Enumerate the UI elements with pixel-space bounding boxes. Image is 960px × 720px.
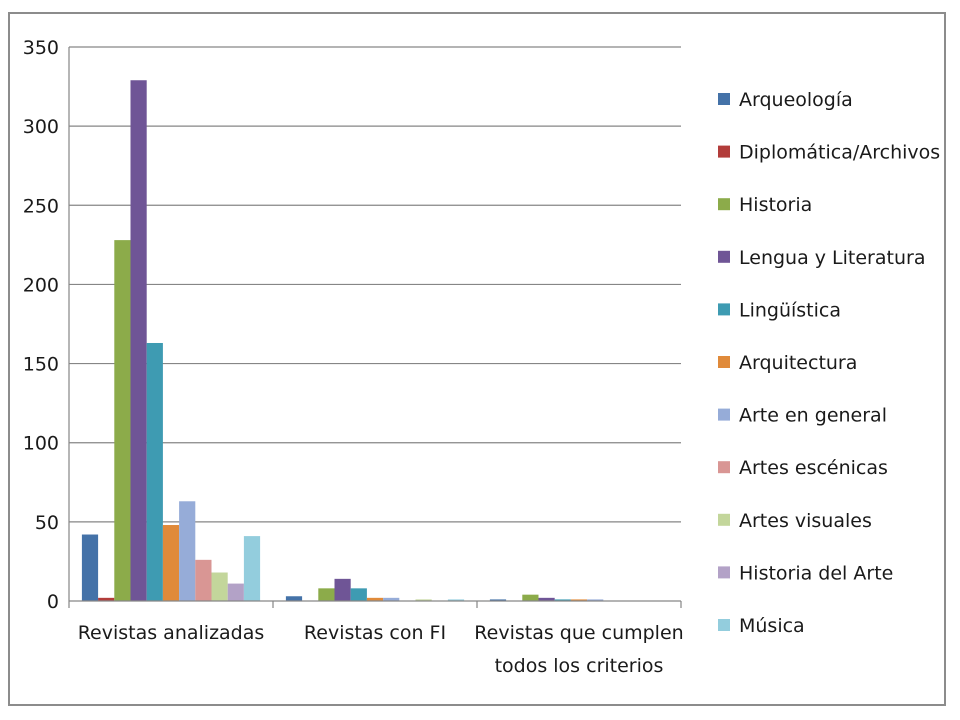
category-label: todos los criterios (495, 655, 664, 677)
legend-label: Historia (739, 194, 812, 216)
bar-5-1 (146, 342, 163, 601)
bar-7-3 (587, 599, 604, 601)
legend-label: Lengua y Literatura (739, 247, 925, 269)
bar-1-1 (81, 534, 99, 601)
legend-swatch (718, 303, 730, 316)
bar-3-1 (114, 240, 131, 601)
y-tick-label: 150 (23, 354, 59, 376)
legend: Arqueología Diplomática/Archivos Historia L… (718, 89, 940, 637)
bar-7-1 (179, 501, 196, 601)
y-tick-labels: 0 50 100 150 200 250 300 350 (23, 37, 59, 613)
bar-9-2 (415, 599, 432, 601)
bar-7-2 (383, 597, 400, 601)
y-tick-label: 200 (23, 274, 59, 296)
bar-2-1 (98, 597, 115, 601)
bar-6-3 (570, 599, 588, 601)
bar-5-2 (350, 588, 367, 601)
legend-swatch (718, 408, 730, 421)
category-label: Revistas analizadas (78, 622, 265, 644)
y-tick-label: 0 (47, 591, 59, 613)
legend-swatch (718, 566, 730, 579)
bar-5-3 (554, 599, 571, 601)
legend-label: Artes visuales (739, 510, 872, 532)
category-label: Revistas con FI (304, 622, 446, 644)
gridlines (69, 46, 681, 523)
legend-label: Arte en general (739, 405, 887, 427)
bar-1-3 (489, 599, 507, 601)
category-labels: Revistas analizadas Revistas con FI Revist… (78, 622, 684, 677)
y-tick-label: 300 (23, 116, 59, 138)
bar-6-2 (366, 597, 384, 601)
y-tick-label: 350 (23, 37, 59, 59)
bars (81, 80, 604, 602)
bar-9-1 (211, 572, 228, 601)
y-tick-label: 100 (23, 433, 59, 455)
bar-1-2 (285, 596, 303, 601)
legend-label: Lingüística (739, 299, 841, 321)
legend-swatch (718, 145, 730, 158)
category-label: Revistas que cumplen (474, 622, 683, 644)
bar-8-1 (195, 559, 212, 601)
legend-swatch (718, 356, 730, 368)
bar-3-3 (522, 594, 539, 601)
y-tick-label: 50 (35, 512, 59, 534)
legend-swatch (718, 619, 730, 631)
legend-label: Diplomática/Archivos (739, 142, 940, 164)
legend-label: Historia del Arte (739, 562, 893, 584)
legend-swatch (718, 250, 730, 263)
legend-swatch (718, 513, 730, 526)
bar-6-1 (162, 525, 180, 601)
bar-10-1 (227, 583, 244, 601)
bar-chart: 0 50 100 150 200 250 300 350 Revistas analizada… (23, 37, 940, 677)
legend-swatch (718, 461, 730, 474)
chart-frame: 0 50 100 150 200 250 300 350 Revistas analizada… (8, 12, 946, 706)
y-tick-label: 250 (23, 195, 59, 217)
legend-label: Arquitectura (739, 352, 857, 374)
bar-11-2 (447, 599, 465, 601)
bar-4-1 (130, 80, 147, 602)
legend-label: Música (739, 615, 805, 637)
bar-4-3 (538, 597, 555, 601)
bar-3-2 (318, 588, 335, 601)
legend-label: Artes escénicas (739, 457, 888, 479)
bar-11-1 (243, 536, 261, 601)
bar-4-2 (334, 578, 351, 601)
legend-label: Arqueología (739, 89, 853, 111)
axes (68, 47, 682, 608)
legend-swatch (718, 93, 730, 105)
legend-swatch (718, 198, 730, 211)
